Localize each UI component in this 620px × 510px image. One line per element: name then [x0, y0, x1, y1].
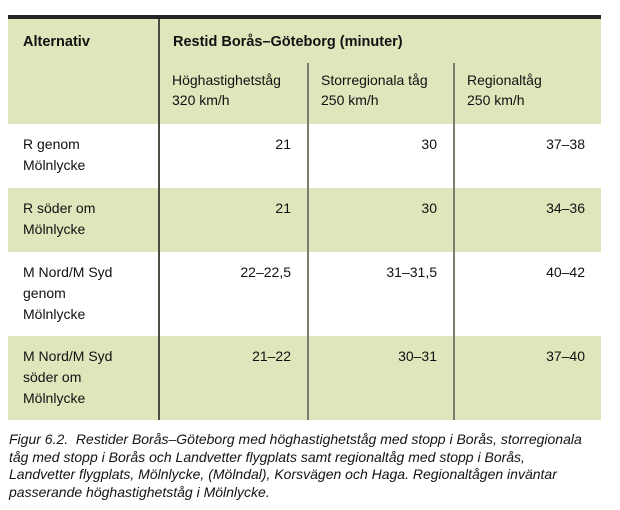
row-label: R genom Mölnlycke — [23, 136, 86, 173]
table-row: R genom Mölnlycke 21 30 37–38 — [8, 124, 601, 188]
column-header-alternativ: Alternativ — [23, 34, 90, 50]
value-cell: 21 — [158, 188, 307, 252]
column-header-hoghastighetstag: Höghastighetståg 320 km/h — [172, 72, 281, 108]
figure-caption: Figur 6.2. Restider Borås–Göteborg med h… — [9, 431, 582, 500]
value-cell: 31–31,5 — [307, 252, 453, 336]
row-label: R söder om Mölnlycke — [23, 200, 96, 237]
value-cell: 37–38 — [453, 124, 601, 188]
table-row: M Nord/M Syd söder om Mölnlycke 21–22 30… — [8, 336, 601, 420]
value-cell: 30–31 — [307, 336, 453, 420]
table-header: Alternativ Restid Borås–Göteborg (minute… — [8, 19, 601, 124]
table-row: R söder om Mölnlycke 21 30 34–36 — [8, 188, 601, 252]
header-right-group: Restid Borås–Göteborg (minuter) Höghasti… — [158, 19, 601, 124]
table-row: M Nord/M Syd genom Mölnlycke 22–22,5 31–… — [8, 252, 601, 336]
subheader-row: Höghastighetståg 320 km/h Storregionala … — [160, 63, 601, 124]
row-label: M Nord/M Syd genom Mölnlycke — [23, 264, 113, 322]
travel-time-table: Alternativ Restid Borås–Göteborg (minute… — [8, 15, 601, 420]
value-cell: 22–22,5 — [158, 252, 307, 336]
column-header-storregionala: Storregionala tåg 250 km/h — [307, 63, 453, 124]
value-cell: 30 — [307, 124, 453, 188]
row-label: M Nord/M Syd söder om Mölnlycke — [23, 348, 113, 406]
value-cell: 30 — [307, 188, 453, 252]
value-cell: 34–36 — [453, 188, 601, 252]
value-cell: 21 — [158, 124, 307, 188]
value-cell: 40–42 — [453, 252, 601, 336]
column-header-regionaltag: Regionaltåg 250 km/h — [453, 63, 601, 124]
value-cell: 37–40 — [453, 336, 601, 420]
value-cell: 21–22 — [158, 336, 307, 420]
group-header-restid: Restid Borås–Göteborg (minuter) — [173, 34, 403, 50]
